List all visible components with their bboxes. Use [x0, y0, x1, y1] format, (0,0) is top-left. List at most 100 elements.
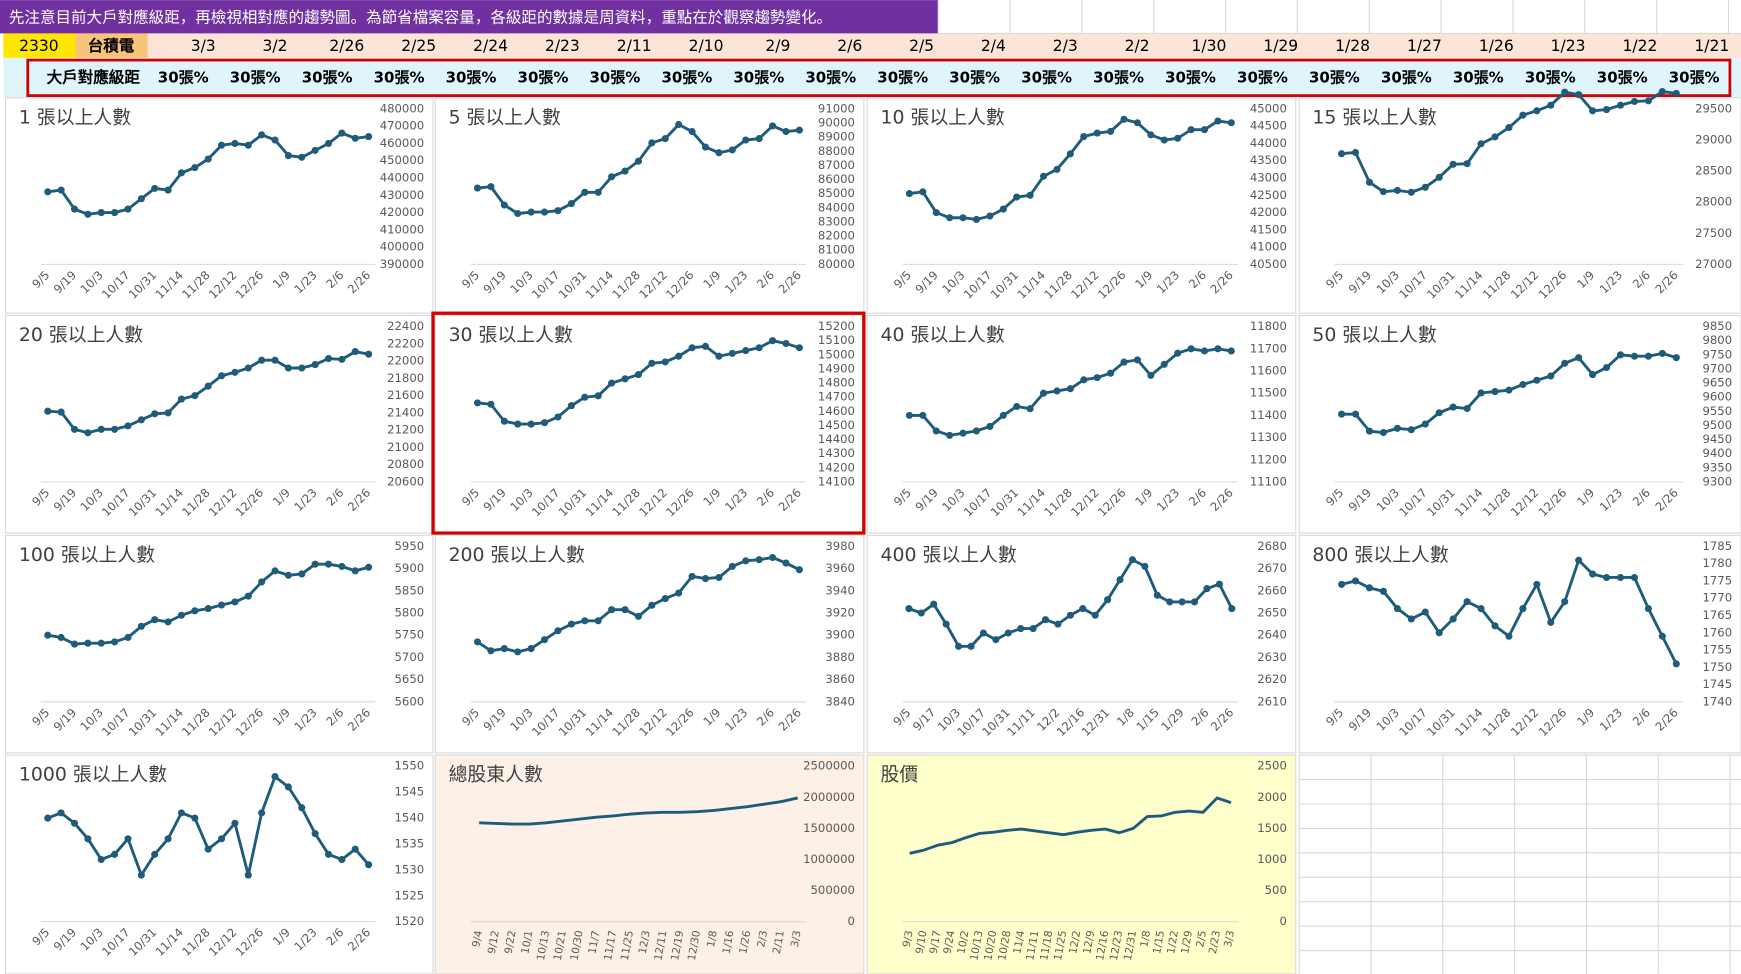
y-tick-label: 5600: [395, 694, 425, 708]
point-marker: [57, 408, 65, 416]
y-tick-label: 14500: [818, 418, 855, 432]
x-tick-label: 1/8: [705, 930, 720, 949]
point-marker: [137, 416, 145, 424]
point-marker: [84, 835, 92, 843]
y-tick-label: 28000: [1695, 195, 1732, 209]
point-marker: [1215, 580, 1223, 588]
y-tick-label: 1755: [1702, 643, 1732, 657]
point-marker: [755, 344, 763, 352]
point-marker: [1041, 616, 1050, 624]
y-tick-label: 3940: [825, 583, 855, 597]
point-marker: [124, 205, 132, 213]
point-marker: [324, 560, 333, 568]
level-value: 30張%: [302, 68, 353, 86]
x-tick-label: 2/11: [771, 930, 787, 955]
point-marker: [769, 337, 777, 345]
point-marker: [500, 417, 508, 425]
date-header: 1/29: [1263, 37, 1298, 55]
point-marker: [1351, 410, 1360, 418]
y-tick-label: 390000: [380, 257, 424, 271]
y-tick-label: 9400: [1702, 446, 1732, 460]
point-marker: [1435, 409, 1443, 417]
y-tick-label: 2500000: [803, 759, 855, 773]
point-marker: [648, 139, 656, 147]
point-marker: [688, 127, 696, 136]
y-tick-label: 400000: [380, 240, 424, 254]
chart-title: 15 張以上人數: [1312, 106, 1436, 128]
x-tick-label: 1/8: [1138, 930, 1153, 949]
y-tick-label: 21000: [387, 440, 424, 454]
y-tick-label: 22000: [387, 354, 424, 368]
point-marker: [594, 617, 602, 625]
level-value: 30張%: [1021, 68, 1072, 86]
point-marker: [1107, 369, 1115, 377]
x-tick-label: 3/3: [789, 930, 804, 949]
point-marker: [540, 419, 549, 427]
banner-text: 先注意目前大戶對應級距，再檢視相對應的趨勢圖。為節省檔案容量，各級距的數據是周資…: [9, 7, 832, 26]
point-marker: [1407, 615, 1415, 623]
point-marker: [271, 567, 279, 575]
x-tick-label: 11/18: [1038, 930, 1055, 962]
point-marker: [258, 356, 266, 364]
y-tick-label: 500000: [811, 883, 855, 897]
chart-title: 10 張以上人數: [880, 106, 1004, 128]
point-marker: [284, 571, 292, 579]
x-tick-label: 1/26: [737, 929, 753, 955]
point-marker: [204, 605, 212, 613]
point-marker: [1160, 136, 1168, 144]
point-marker: [1338, 150, 1346, 158]
point-marker: [540, 636, 549, 644]
point-marker: [742, 136, 750, 144]
point-marker: [1026, 191, 1034, 199]
point-marker: [1435, 173, 1443, 181]
point-marker: [919, 188, 927, 196]
point-marker: [769, 122, 777, 130]
level-value: 30張%: [733, 68, 784, 86]
point-marker: [905, 190, 913, 198]
y-tick-label: 2640: [1257, 628, 1287, 642]
point-marker: [1672, 660, 1680, 668]
point-marker: [487, 647, 495, 655]
point-marker: [1421, 183, 1429, 191]
y-tick-label: 2650: [1257, 606, 1287, 620]
point-marker: [701, 143, 710, 151]
point-marker: [191, 392, 199, 400]
point-marker: [1379, 587, 1387, 595]
point-marker: [715, 352, 723, 360]
y-tick-label: 22200: [387, 336, 424, 350]
point-marker: [1214, 345, 1222, 353]
banner-cell: [0, 0, 939, 34]
point-marker: [1630, 97, 1639, 106]
point-marker: [204, 845, 212, 853]
point-marker: [1561, 359, 1569, 367]
y-tick-label: 1000: [1257, 852, 1287, 866]
y-tick-label: 11100: [1250, 475, 1287, 489]
point-marker: [1519, 111, 1527, 119]
point-marker: [1187, 126, 1195, 134]
x-tick-label: 11/25: [619, 930, 636, 962]
point-marker: [1393, 605, 1401, 613]
ticker: 2330: [19, 37, 59, 55]
y-tick-label: 1535: [395, 836, 425, 850]
point-marker: [487, 400, 495, 408]
point-marker: [1463, 404, 1471, 413]
x-tick-label: 11/17: [602, 930, 619, 962]
point-marker: [1026, 405, 1034, 413]
point-marker: [1365, 178, 1374, 186]
y-tick-label: 41000: [1250, 240, 1287, 254]
point-marker: [594, 392, 602, 400]
point-marker: [917, 609, 925, 617]
point-marker: [527, 208, 535, 216]
point-marker: [1214, 117, 1222, 125]
point-marker: [932, 427, 940, 435]
y-tick-label: 3980: [825, 539, 855, 553]
point-marker: [191, 814, 199, 822]
date-header: 1/22: [1623, 37, 1658, 55]
point-marker: [111, 850, 119, 858]
chart: 400 張以上人數9/59/1710/310/1710/3111/1112/21…: [866, 534, 1297, 754]
point-marker: [177, 169, 186, 177]
y-tick-label: 81000: [818, 243, 855, 257]
level-value: 30張%: [1381, 68, 1432, 86]
chart-title: 800 張以上人數: [1312, 544, 1448, 566]
